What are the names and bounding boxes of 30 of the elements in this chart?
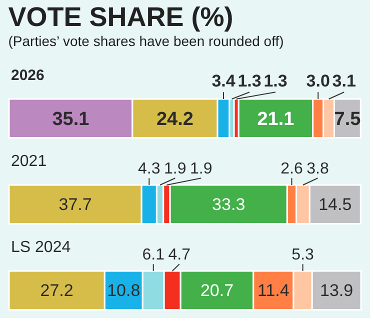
data-label: 20.7 — [200, 280, 234, 300]
chart-subtitle: (Parties’ vote shares have been rounded off) — [8, 33, 284, 49]
data-label: 27.2 — [40, 280, 74, 300]
data-label: 7.5 — [334, 108, 362, 130]
data-label: 3.4 — [212, 71, 236, 90]
data-label: 14.5 — [318, 194, 352, 214]
data-label: 3.0 — [306, 71, 330, 90]
data-label: 1.9 — [190, 160, 212, 178]
data-label: 33.3 — [212, 194, 246, 214]
data-label: 35.1 — [52, 108, 90, 130]
y-tick-label: 2026 — [11, 66, 44, 84]
data-label: 4.7 — [168, 246, 191, 264]
y-tick-label: LS 2024 — [11, 238, 71, 256]
data-label: 1.3 — [264, 71, 288, 90]
y-tick-label: 2021 — [11, 152, 47, 170]
data-label: 13.9 — [320, 280, 354, 300]
data-label: 21.1 — [257, 108, 295, 130]
data-label: 3.8 — [306, 160, 329, 178]
chart-title: VOTE SHARE (%) — [8, 2, 234, 32]
data-label: 11.4 — [258, 280, 290, 300]
data-label: 4.3 — [138, 160, 160, 178]
data-label: 37.7 — [58, 194, 92, 214]
data-label: 6.1 — [142, 246, 165, 264]
data-label: 5.3 — [292, 246, 314, 264]
data-label: 24.2 — [156, 108, 194, 130]
data-label: 2.6 — [280, 160, 303, 178]
data-label: 10.8 — [107, 280, 140, 300]
data-label: 3.1 — [332, 71, 356, 90]
data-label: 1.3 — [238, 71, 262, 90]
data-label: 1.9 — [164, 160, 186, 178]
